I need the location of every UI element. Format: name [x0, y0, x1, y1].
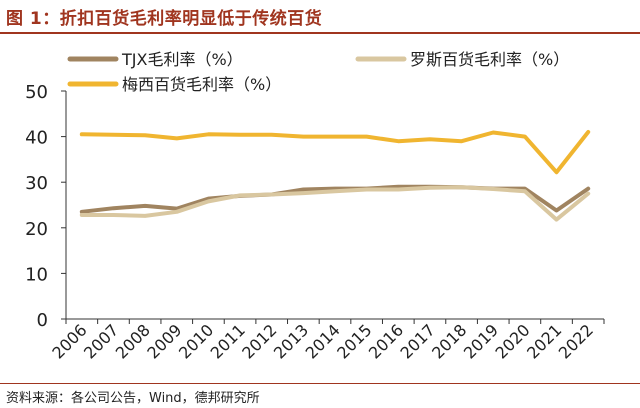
source-divider — [0, 383, 640, 384]
figure-title: 图 1：折扣百货毛利率明显低于传统百货 — [6, 9, 323, 29]
x-tick-label: 2009 — [143, 320, 185, 362]
x-tick-label: 2007 — [80, 320, 122, 362]
x-tick-label: 2015 — [333, 320, 375, 362]
legend-label-ross: 罗斯百货毛利率（%） — [410, 50, 569, 69]
x-tick-label: 2017 — [397, 320, 439, 362]
series-line-ross — [79, 185, 591, 222]
x-tick-label: 2020 — [491, 320, 533, 362]
y-tick-label: 0 — [37, 310, 48, 331]
x-tick-label: 2021 — [523, 320, 565, 362]
x-tick-label: 2010 — [175, 320, 217, 362]
source-note: 资料来源：各公司公告，Wind，德邦研究所 — [6, 391, 260, 406]
y-tick-label: 50 — [25, 82, 48, 103]
legend-label-tjx: TJX毛利率（%） — [121, 50, 243, 69]
x-tick-label: 2022 — [555, 320, 597, 362]
x-tick-label: 2011 — [207, 320, 249, 362]
x-tick-label: 2019 — [460, 320, 502, 362]
x-tick-label: 2016 — [365, 320, 407, 362]
y-tick-label: 20 — [25, 219, 48, 240]
x-tick-label: 2012 — [238, 320, 280, 362]
series-line-macys — [79, 130, 591, 175]
y-tick-label: 40 — [25, 128, 48, 149]
chart-legend: TJX毛利率（%） 罗斯百货毛利率（%） 梅西百货毛利率（%） — [67, 50, 569, 94]
chart-axes: 0102030405020062007200820092010201120122… — [25, 82, 605, 363]
y-tick-label: 10 — [25, 264, 48, 285]
legend-label-macys: 梅西百货毛利率（%） — [122, 75, 281, 94]
x-tick-label: 2013 — [270, 320, 312, 362]
x-tick-label: 2018 — [428, 320, 470, 362]
x-tick-label: 2014 — [302, 320, 344, 362]
title-divider — [0, 32, 640, 34]
x-tick-label: 2008 — [112, 320, 154, 362]
y-tick-label: 30 — [25, 173, 48, 194]
chart-series — [79, 130, 591, 222]
x-tick-label: 2006 — [48, 320, 90, 362]
